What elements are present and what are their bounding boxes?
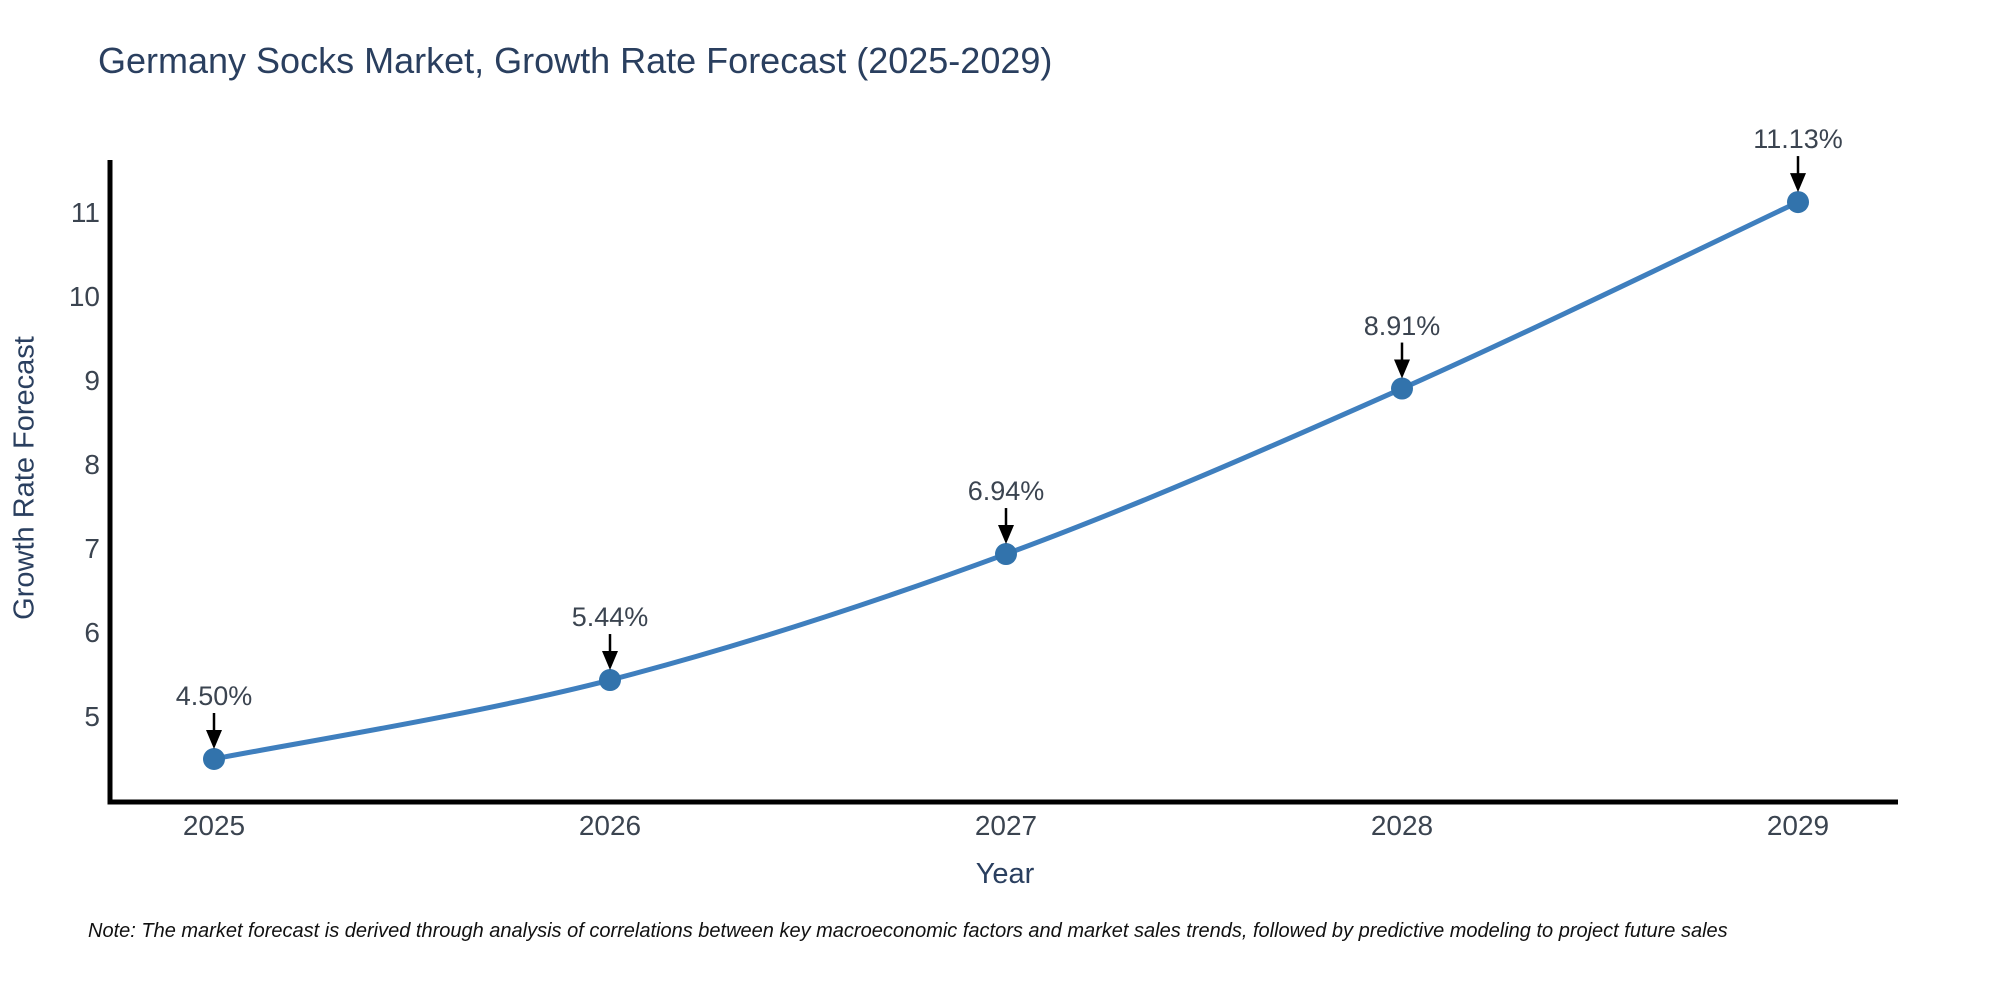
x-tick-label: 2028 [1370,810,1434,841]
data-point-marker [599,669,621,692]
data-point-label: 6.94% [967,476,1045,507]
annotation-arrowhead-icon [1790,173,1806,193]
data-point-label: 5.44% [571,602,649,633]
annotation-arrowhead-icon [998,525,1014,545]
axis-lines [107,160,1898,805]
data-point-label: 11.13% [1753,124,1843,155]
data-point-marker [203,748,225,770]
x-axis-title: Year [975,858,1035,890]
x-tick-label: 2027 [974,810,1038,841]
data-point-label: 4.50% [175,681,253,711]
x-tick-label: 2026 [578,810,642,841]
y-tick-label: 7 [84,533,100,564]
y-tick-label: 6 [84,617,100,648]
y-tick-label: 5 [84,701,100,732]
y-tick-label: 10 [68,281,100,312]
footnote: Note: The market forecast is derived thr… [88,920,1728,942]
y-axis-title-text: Growth Rate Forecast [8,336,41,620]
x-tick-label: 2025 [182,810,246,841]
annotation-arrowhead-icon [206,730,222,749]
annotation-arrowhead-icon [1394,359,1410,379]
data-point-marker [1391,377,1413,400]
y-tick-label: 11 [70,197,100,228]
y-tick-label: 8 [84,449,100,480]
x-tick-label: 2029 [1766,810,1830,841]
data-point-marker [1787,191,1809,214]
data-point-marker [995,543,1017,566]
chart-title: Germany Socks Market, Growth Rate Foreca… [98,40,1053,81]
y-tick-label: 9 [84,365,100,396]
data-point-label: 8.91% [1363,310,1441,341]
annotation-arrowhead-icon [602,651,618,671]
